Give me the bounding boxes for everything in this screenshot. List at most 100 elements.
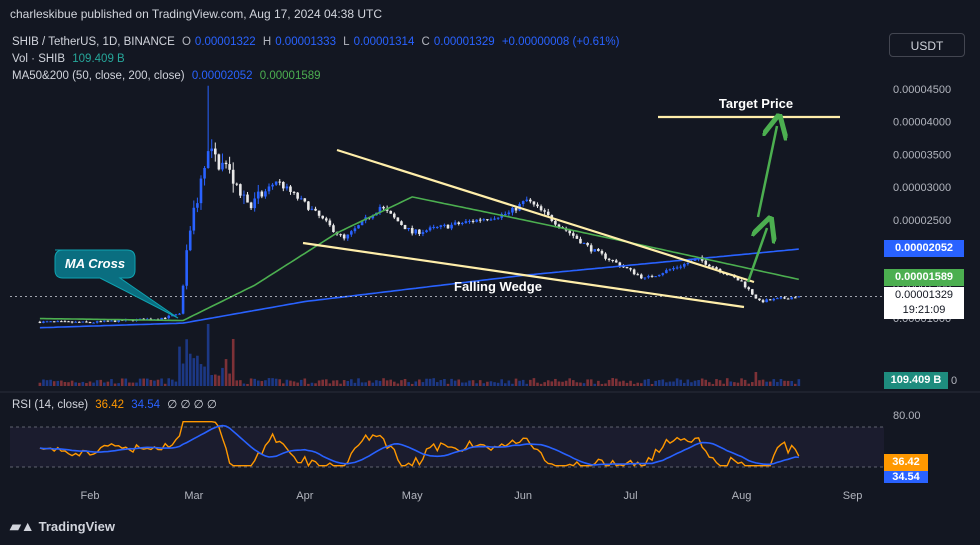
volume-price-tag: 109.409 B <box>884 372 948 389</box>
volume-bar <box>453 380 457 386</box>
high-value: 0.00001333 <box>275 36 336 48</box>
volume-bar <box>496 382 500 386</box>
candle-body <box>604 253 607 259</box>
ma-legend: MA50&200 (50, close, 200, close) 0.00002… <box>12 70 325 82</box>
candle-body <box>160 317 163 320</box>
volume-bar <box>708 382 711 386</box>
candle-body <box>589 245 593 252</box>
volume-bar <box>439 380 443 386</box>
candle-body <box>575 235 579 239</box>
volume-bar <box>292 381 296 386</box>
volume-bars <box>38 324 801 386</box>
candle-body <box>70 321 74 323</box>
volume-bar <box>382 378 385 386</box>
candle-body <box>400 221 403 225</box>
volume-bar <box>550 381 554 386</box>
candle-body <box>214 148 217 155</box>
candle-body <box>332 225 335 233</box>
candle-body <box>421 232 425 234</box>
volume-bar <box>117 383 120 386</box>
price-tick-label: 0.00003000 <box>893 182 951 194</box>
currency-button[interactable]: USDT <box>889 33 965 57</box>
ma-label[interactable]: MA50&200 (50, close, 200, close) <box>12 70 185 82</box>
volume-bar <box>364 382 367 386</box>
volume-bar <box>443 379 446 386</box>
volume-bar <box>783 380 786 386</box>
volume-bar <box>77 382 81 386</box>
tv-brand: TradingView <box>38 519 115 534</box>
candle-body <box>464 221 468 223</box>
candle-body <box>324 218 328 221</box>
candle-body <box>758 298 761 301</box>
close-label: C <box>421 36 430 48</box>
candle-body <box>99 321 103 323</box>
candle-body <box>192 207 196 231</box>
candle-body <box>461 222 464 224</box>
ma200-value: 0.00001589 <box>259 70 321 82</box>
candle-body <box>439 225 443 227</box>
volume-label[interactable]: Vol · SHIB <box>12 53 66 65</box>
volume-bar <box>468 380 471 386</box>
volume-bar <box>532 378 536 386</box>
volume-bar <box>543 382 546 386</box>
volume-bar <box>729 381 733 386</box>
volume-bar <box>586 379 589 386</box>
candle-body <box>271 184 274 187</box>
volume-bar <box>324 379 328 386</box>
volume-bar <box>672 381 675 386</box>
candle-body <box>342 234 346 239</box>
volume-bar <box>421 382 425 386</box>
candle-body <box>414 229 418 234</box>
candle-body <box>675 267 679 269</box>
volume-bar <box>740 378 743 386</box>
price-tick-label: 0.00002500 <box>893 215 951 227</box>
volume-bar <box>45 380 49 386</box>
candle-body <box>432 226 435 228</box>
volume-bar <box>625 382 629 386</box>
volume-bar <box>196 355 199 386</box>
rsi-ma-price-tag: 34.54 <box>884 471 928 483</box>
candle-body <box>181 285 185 314</box>
volume-bar <box>360 382 364 386</box>
rsi-price-tag: 36.42 <box>884 454 928 471</box>
rsi-label[interactable]: RSI (14, close) <box>12 399 89 411</box>
candle-body <box>493 218 496 220</box>
candle-body <box>45 321 49 323</box>
volume-bar <box>221 367 224 386</box>
tradingview-logo[interactable]: ▰▲ TradingView <box>10 518 115 535</box>
candle-body <box>246 194 249 203</box>
symbol-name[interactable]: SHIB / TetherUS, 1D, BINANCE <box>12 36 175 48</box>
candle-body <box>317 210 321 216</box>
volume-bar <box>106 381 110 386</box>
volume-bar <box>260 381 264 386</box>
volume-tick-0: 0 <box>951 375 957 387</box>
volume-bar <box>539 383 543 386</box>
volume-bar <box>167 378 171 386</box>
volume-bar <box>704 379 708 386</box>
volume-bar <box>432 378 435 386</box>
price-tick-label: 0.00003500 <box>893 149 951 161</box>
volume-bar <box>278 379 282 386</box>
candle-body <box>425 230 428 233</box>
change-value: +0.00000008 (+0.61%) <box>501 36 620 48</box>
volume-bar <box>353 382 357 386</box>
candle-body <box>597 249 600 251</box>
volume-bar <box>711 383 715 386</box>
volume-bar <box>640 383 643 386</box>
countdown-tag: 19:21:09 <box>884 302 964 319</box>
candle-body <box>239 184 242 196</box>
candle-body <box>378 206 382 213</box>
candle-body <box>163 317 167 319</box>
volume-bar <box>131 382 135 386</box>
candle-body <box>654 276 657 278</box>
volume-value: 109.409 B <box>72 53 125 65</box>
volume-bar <box>772 379 776 386</box>
candle-body <box>77 321 81 323</box>
volume-bar <box>546 380 550 386</box>
time-tick-label: Apr <box>296 490 313 502</box>
volume-bar <box>160 378 163 386</box>
volume-bar <box>242 383 246 386</box>
candle-body <box>113 320 117 322</box>
candle-body <box>206 151 210 168</box>
